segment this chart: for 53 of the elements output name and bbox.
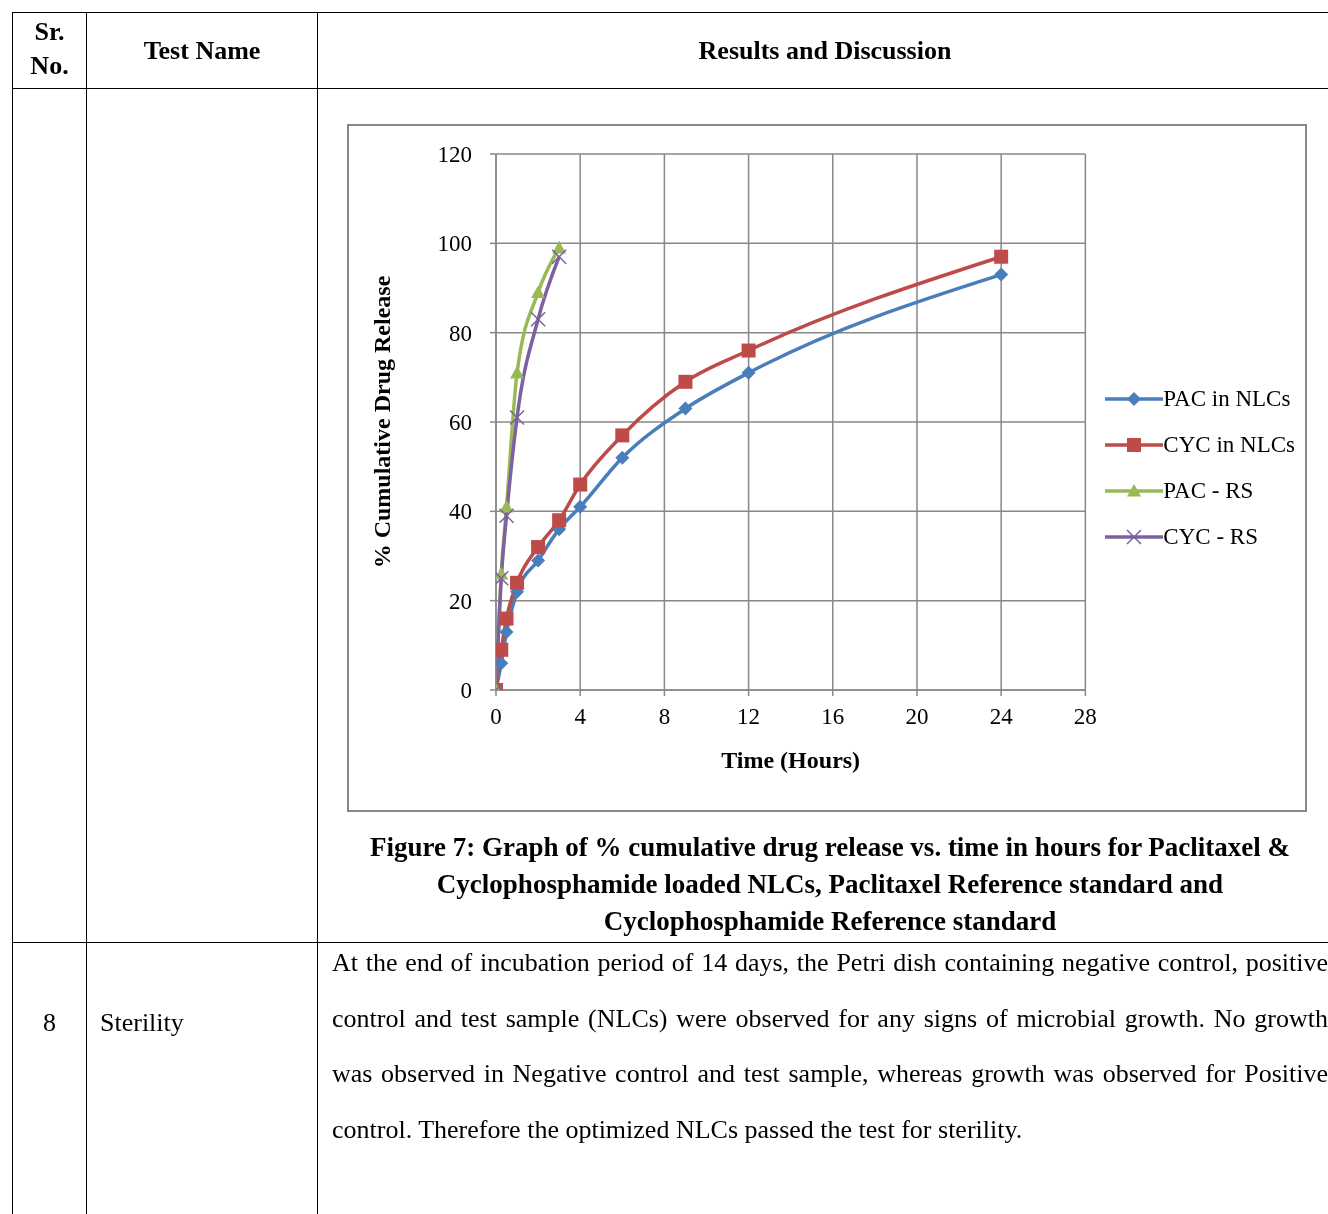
x-tick-label: 16 — [821, 704, 845, 730]
legend-label: PAC in NLCs — [1163, 386, 1291, 412]
point — [531, 285, 546, 299]
point — [531, 553, 546, 568]
point — [615, 450, 630, 465]
point — [552, 513, 567, 528]
y-tick-label: 40 — [449, 499, 472, 525]
point — [551, 248, 567, 265]
text: 8 — [13, 943, 87, 1214]
y-axis-title: % Cumulative Drug Release — [368, 275, 395, 569]
x-tick-label: 24 — [989, 704, 1014, 730]
text: Figure 7: Graph of % cumulative drug release vs. time in hours for Paclitaxel & Cyclophosphamide loaded NLCs, Paclitaxel Reference standard and Cyclophosphamide Reference standard — [368, 831, 1292, 938]
point — [496, 656, 509, 671]
point — [498, 508, 515, 524]
x-tick-label: 20 — [905, 704, 929, 730]
y-tick-label: 20 — [449, 588, 472, 614]
x-tick-label: 0 — [490, 704, 502, 730]
point — [510, 575, 525, 590]
y-tick-label: 100 — [437, 231, 472, 257]
point — [678, 401, 693, 416]
point — [615, 428, 630, 443]
text: Sr. No. — [13, 13, 87, 89]
point — [741, 365, 756, 380]
point — [496, 642, 509, 657]
legend-label: CYC - RS — [1163, 524, 1258, 550]
y-tick-label: 80 — [449, 320, 472, 346]
point — [994, 249, 1009, 264]
point — [678, 374, 693, 389]
x-tick-label: 12 — [737, 704, 761, 730]
text: At the end of incubation period of 14 days, the Petri dish containing negative control, positive control and test sample (NLCs) were observed for any signs of microbial growth. No growth was observed in Negative control and test sample, whereas growth was observed for Positive control. Therefore the optimized NLCs passed the test for sterility. — [318, 935, 1328, 1214]
text: Sterility — [87, 943, 318, 1214]
point — [499, 624, 514, 639]
point — [741, 343, 756, 358]
y-tick-label: 60 — [449, 410, 472, 436]
x-tick-label: 4 — [574, 704, 587, 730]
point — [509, 409, 525, 426]
legend-label: PAC - RS — [1163, 478, 1254, 504]
legend-label: CYC in NLCs — [1163, 432, 1295, 458]
x-tick-label: 8 — [658, 704, 671, 730]
y-tick-label: 120 — [437, 142, 472, 168]
point — [496, 570, 510, 587]
point — [530, 311, 546, 328]
point — [510, 365, 525, 379]
x-axis-title: Time (Hours) — [721, 747, 861, 773]
point — [531, 540, 546, 555]
text: Test Name — [87, 13, 318, 89]
text: Results and Discussion — [318, 13, 1328, 89]
point — [573, 477, 588, 492]
point — [573, 499, 588, 514]
point — [994, 267, 1009, 282]
x-tick-label: 28 — [1073, 704, 1097, 730]
point — [499, 611, 514, 626]
y-tick-label: 0 — [460, 678, 472, 704]
